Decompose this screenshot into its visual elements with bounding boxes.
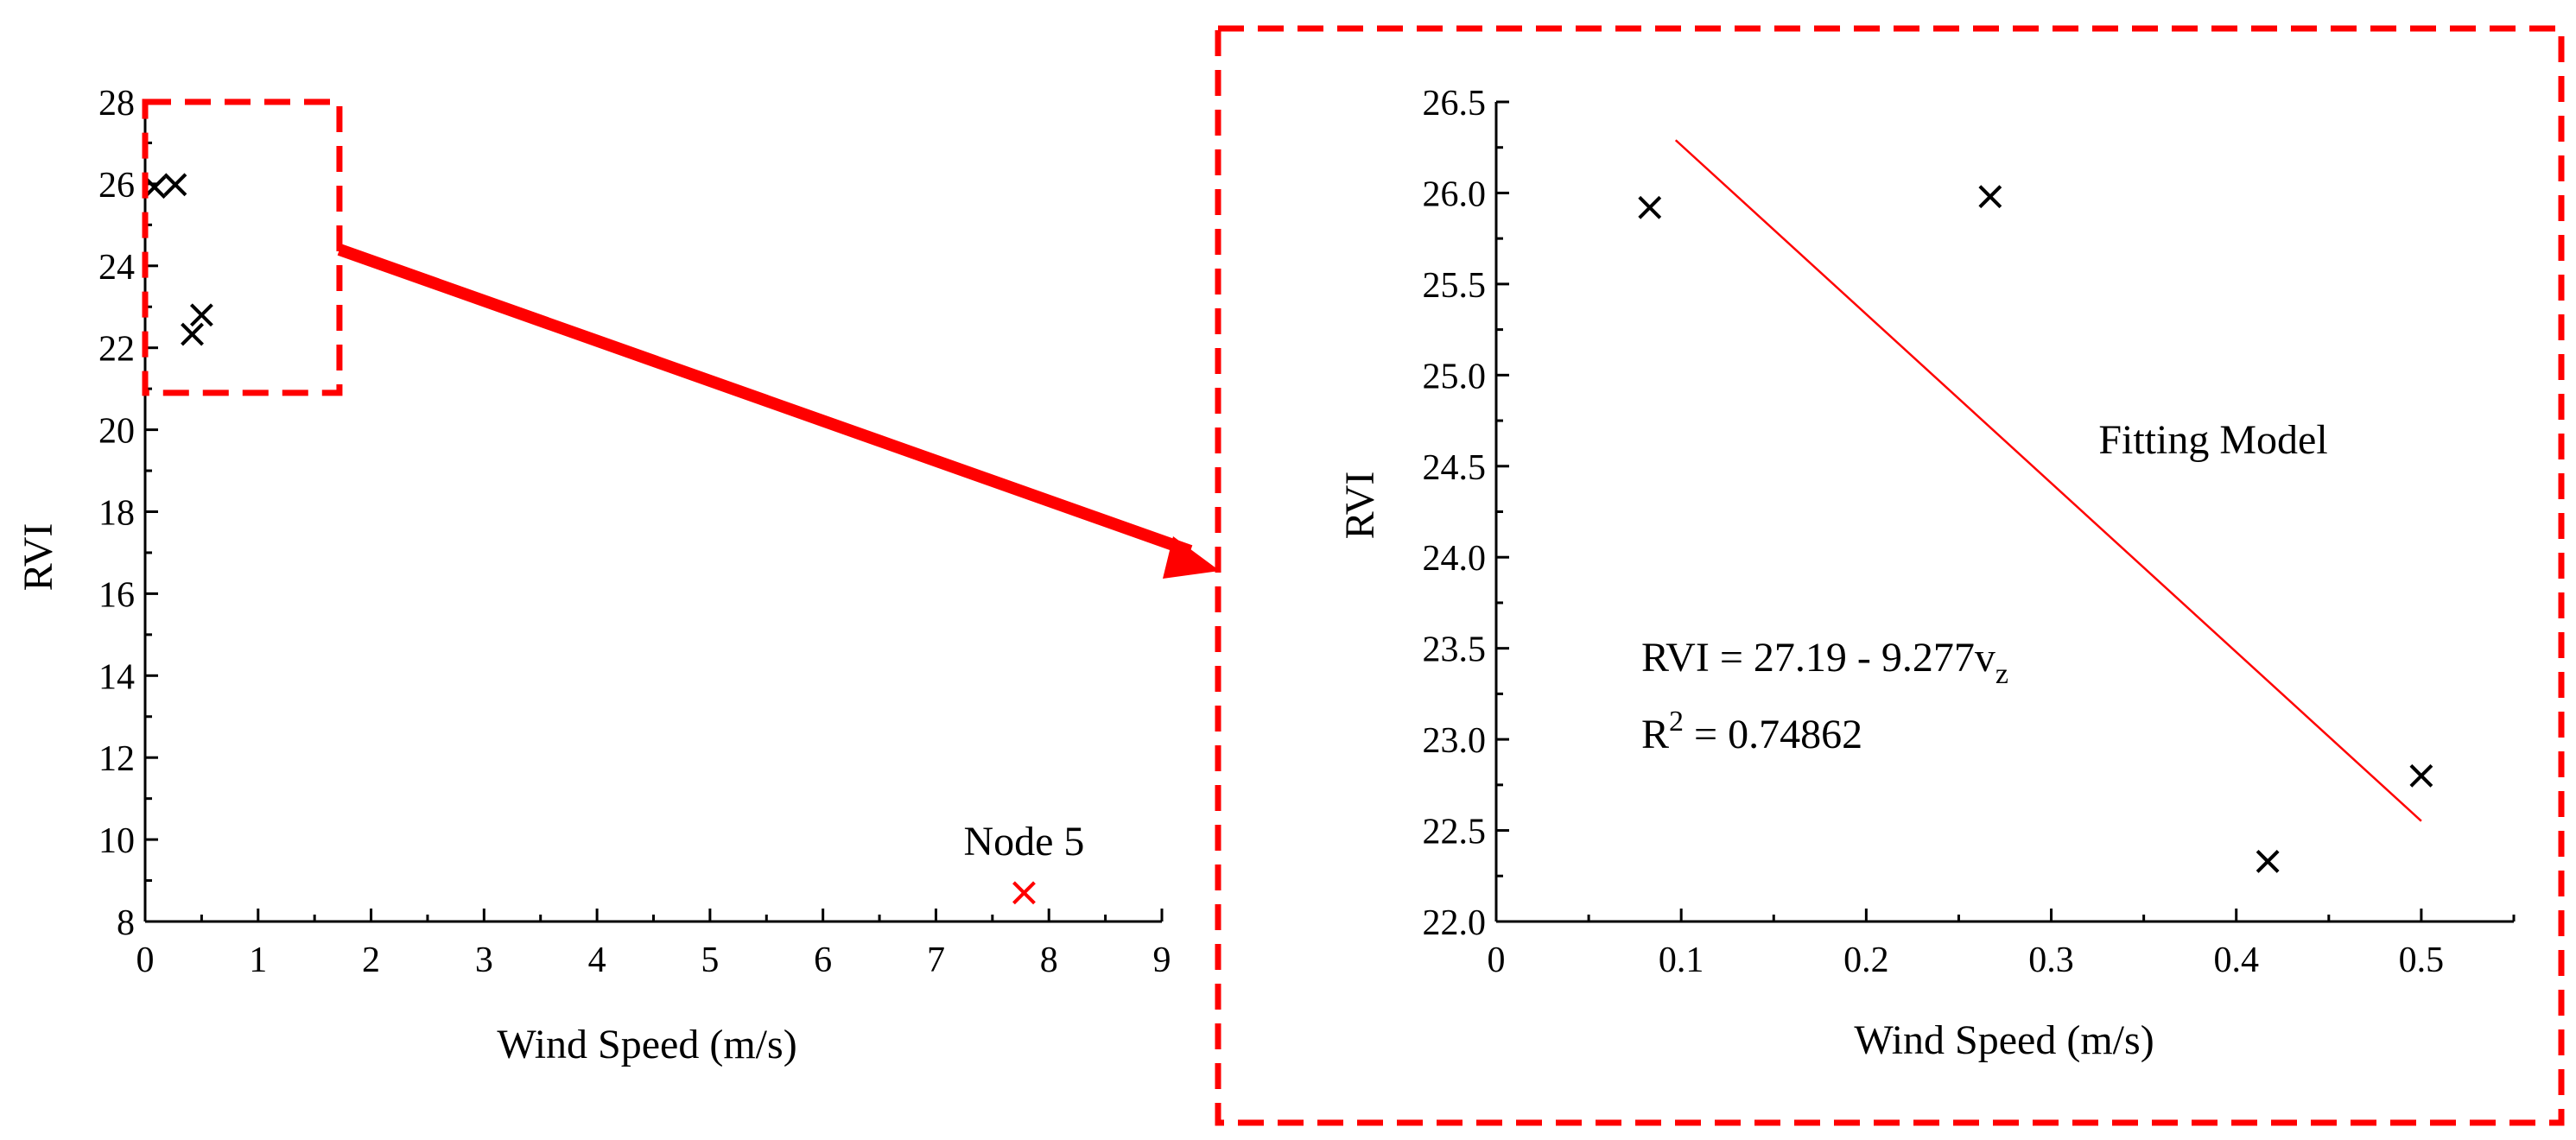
r-squared-superscript: 2	[1669, 706, 1684, 738]
node5-point-stroke-b	[1012, 881, 1036, 905]
detail-data-point	[2256, 849, 2280, 873]
overview-x-tick-label: 4	[588, 940, 606, 980]
overview-data-point	[181, 322, 204, 346]
overview-data-point-stroke-b	[189, 303, 213, 327]
overview-data-point-stroke-b	[181, 322, 204, 346]
overview-x-tick-label: 2	[362, 940, 380, 980]
node5-point	[1012, 881, 1036, 905]
detail-y-tick-label: 23.0	[1423, 721, 1487, 761]
detail-x-tick-label: 0.1	[1659, 940, 1704, 980]
overview-data-point	[163, 173, 187, 197]
detail-chart: 0 0.1 0.2 0.3 0.4 0.5 22.0 22.5 23.0 23.5 24.0 24.5…	[1337, 84, 2516, 1063]
overview-y-tick-label: 8	[117, 903, 135, 943]
detail-ticks: 0 0.1 0.2 0.3 0.4 0.5 22.0 22.5 23.0 23.5 24.0 24.5…	[1423, 84, 2516, 980]
zoom-region-box	[142, 98, 343, 396]
overview-y-tick-label: 24	[98, 248, 135, 288]
overview-y-tick-label: 26	[98, 166, 135, 206]
detail-points	[1638, 185, 2433, 873]
detail-y-tick-label: 22.0	[1423, 903, 1487, 943]
detail-data-point-stroke-b	[2256, 849, 2280, 873]
fitting-model-label: Fitting Model	[2098, 417, 2327, 463]
overview-y-tick-label: 10	[98, 821, 135, 861]
overview-data-point	[189, 303, 213, 327]
node5-annotation: Node 5	[963, 819, 1084, 864]
overview-x-tick-label: 6	[814, 940, 832, 980]
overview-data-point-stroke-b	[163, 173, 187, 197]
detail-x-tick-label: 0.3	[2028, 940, 2074, 980]
overview-x-tick-label: 8	[1040, 940, 1058, 980]
fitting-model-line	[1674, 139, 2422, 822]
overview-y-tick-label: 22	[98, 330, 135, 370]
detail-data-point	[1638, 195, 1662, 219]
overview-x-axis-label: Wind Speed (m/s)	[497, 1022, 796, 1067]
detail-x-tick-label: 0.2	[1843, 940, 1889, 980]
overview-y-tick-label: 18	[98, 494, 135, 534]
fit-equation-subscript: z	[1995, 658, 2008, 690]
detail-y-tick-label: 24.0	[1423, 539, 1487, 579]
overview-y-tick-label: 16	[98, 575, 135, 615]
r-squared-symbol: R	[1641, 712, 1669, 757]
detail-data-point-stroke-b	[1978, 185, 2002, 209]
detail-panel-border	[1215, 25, 2565, 1126]
overview-y-tick-label: 14	[98, 657, 135, 697]
overview-axes	[143, 102, 1162, 923]
overview-x-tick-label: 7	[927, 940, 945, 980]
detail-x-tick-label: 0	[1488, 940, 1506, 980]
fit-equation-main: RVI = 27.19 - 9.277v	[1641, 635, 1995, 681]
overview-x-tick-label: 0	[136, 940, 155, 980]
detail-y-tick-label: 25.5	[1423, 266, 1487, 306]
detail-y-tick-label: 26.0	[1423, 174, 1487, 214]
detail-axes	[1494, 102, 2514, 923]
overview-y-tick-label: 12	[98, 739, 135, 779]
detail-data-point	[2409, 763, 2433, 788]
overview-x-tick-label: 1	[249, 940, 267, 980]
detail-x-axis-label: Wind Speed (m/s)	[1854, 1017, 2154, 1063]
r-squared-value: = 0.74862	[1684, 712, 1862, 757]
detail-y-tick-label: 24.5	[1423, 448, 1487, 488]
overview-y-axis-label: RVI	[16, 523, 61, 592]
zoom-arrow	[337, 244, 1220, 579]
detail-data-point-stroke-b	[1638, 195, 1662, 219]
overview-y-tick-label: 20	[98, 412, 135, 452]
overview-x-tick-label: 9	[1153, 940, 1171, 980]
overview-points	[143, 173, 1036, 905]
fit-equation: RVI = 27.19 - 9.277vz	[1641, 635, 2008, 690]
detail-data-point	[1978, 185, 2002, 209]
overview-x-tick-label: 3	[475, 940, 493, 980]
detail-y-tick-label: 23.5	[1423, 630, 1487, 670]
detail-data-point-stroke-b	[2409, 763, 2433, 788]
detail-y-tick-label: 22.5	[1423, 813, 1487, 852]
detail-y-tick-label: 26.5	[1423, 84, 1487, 124]
detail-y-axis-label: RVI	[1337, 472, 1383, 540]
detail-x-tick-label: 0.4	[2213, 940, 2259, 980]
detail-x-tick-label: 0.5	[2399, 940, 2445, 980]
detail-y-tick-label: 25.0	[1423, 357, 1487, 396]
overview-y-tick-label: 28	[98, 84, 135, 124]
overview-x-tick-label: 5	[701, 940, 719, 980]
r-squared: R2 = 0.74862	[1641, 706, 1862, 757]
